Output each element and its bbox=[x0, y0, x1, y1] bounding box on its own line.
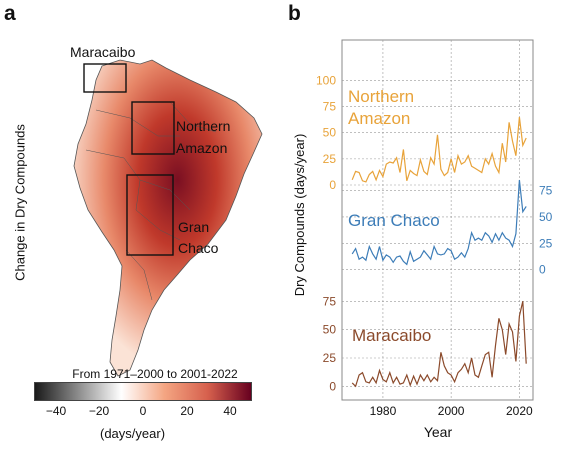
colorbar-ticks: −40 −20 0 20 40 bbox=[34, 404, 252, 420]
x-tick-label: 2000 bbox=[438, 404, 465, 418]
legend-maracaibo: Maracaibo bbox=[352, 326, 431, 345]
legend-northern-amazon-line1: Northern bbox=[348, 87, 414, 106]
y-tick-label: 50 bbox=[539, 210, 553, 224]
colorbar-tick: 40 bbox=[223, 404, 237, 418]
maracaibo-label: Maracaibo bbox=[70, 44, 136, 60]
grid bbox=[342, 40, 533, 400]
y-tick-label: 25 bbox=[539, 236, 553, 250]
y-tick-label: 25 bbox=[323, 152, 337, 166]
plot-frame bbox=[341, 39, 534, 401]
gran-chaco-label-line1: Gran bbox=[178, 219, 210, 235]
northern-amazon-label-line1: Northern bbox=[176, 118, 231, 134]
y-tick-label: 75 bbox=[323, 100, 337, 114]
panel-a-letter: a bbox=[4, 2, 16, 25]
gran-chaco-label-line2: Chaco bbox=[178, 240, 219, 256]
y-tick-label: 100 bbox=[316, 73, 336, 87]
map-side-label: Change in Dry Compounds bbox=[12, 124, 28, 281]
country-borders bbox=[85, 101, 217, 301]
maracaibo-box bbox=[83, 63, 127, 93]
colorbar-tick: −20 bbox=[88, 404, 110, 418]
colorbar-tick: 20 bbox=[180, 404, 194, 418]
continent-shape bbox=[73, 59, 263, 377]
y-tick-label: 75 bbox=[323, 294, 337, 308]
series-line-gran-chaco bbox=[351, 179, 527, 266]
colorbar-tick: −40 bbox=[45, 404, 67, 418]
y-axis-label: Dry Compounds (days/year) bbox=[292, 134, 307, 297]
x-tick-label: 2020 bbox=[506, 404, 533, 418]
northern-amazon-label-line2: Amazon bbox=[176, 140, 228, 156]
legend-gran-chaco: Gran Chaco bbox=[348, 211, 440, 230]
x-axis-label: Year bbox=[424, 424, 453, 440]
series-line-northern-amazon bbox=[351, 116, 527, 183]
south-america-map bbox=[73, 59, 263, 377]
dry-compounds-chart: 1980 2000 2020 0 25 50 75 100 0 25 50 75 0 25 50 75 Yea… bbox=[292, 39, 553, 440]
tick-labels: 1980 2000 2020 0 25 50 75 100 0 25 50 75 0 25 50 75 bbox=[316, 73, 553, 418]
y-tick-label: 50 bbox=[323, 126, 337, 140]
gran-chaco-box bbox=[126, 174, 174, 256]
y-tick-label: 0 bbox=[329, 178, 336, 192]
legend-northern-amazon-line2: Amazon bbox=[348, 109, 410, 128]
y-tick-label: 50 bbox=[323, 323, 337, 337]
series-lines bbox=[351, 116, 527, 388]
y-tick-label: 0 bbox=[539, 263, 546, 277]
colorbar-tick: 0 bbox=[139, 404, 147, 418]
northern-amazon-box bbox=[131, 101, 175, 155]
y-tick-label: 75 bbox=[539, 184, 553, 198]
y-tick-label: 25 bbox=[323, 351, 337, 365]
colorbar bbox=[34, 382, 252, 401]
colorbar-title: From 1971–2000 to 2001-2022 bbox=[72, 367, 238, 381]
series-line-maracaibo bbox=[351, 301, 527, 388]
colorbar-unit: (days/year) bbox=[100, 426, 166, 441]
x-tick-label: 1980 bbox=[370, 404, 397, 418]
y-tick-label: 0 bbox=[329, 379, 336, 393]
panel-b-letter: b bbox=[288, 2, 301, 25]
